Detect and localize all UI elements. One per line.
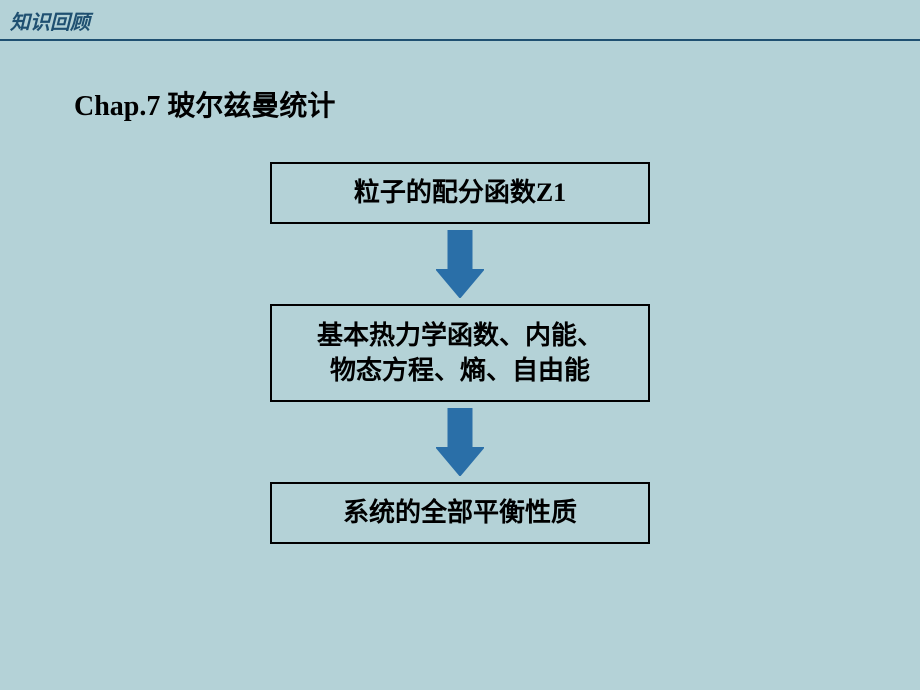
header-underline xyxy=(0,39,920,41)
arrow-down-icon xyxy=(436,408,484,476)
flow-box-2: 系统的全部平衡性质 xyxy=(270,482,650,544)
flow-box-text-1: 基本热力学函数、内能、物态方程、熵、自由能 xyxy=(317,318,603,388)
slide-root: 知识回顾 Chap.7 玻尔兹曼统计 粒子的配分函数Z1 基本热力学函数、内能、物… xyxy=(0,0,920,690)
slide-header: 知识回顾 xyxy=(0,0,920,39)
flow-arrow-1 xyxy=(436,402,484,482)
flow-box-1: 基本热力学函数、内能、物态方程、熵、自由能 xyxy=(270,304,650,402)
flow-box-text-2: 系统的全部平衡性质 xyxy=(343,495,577,530)
flowchart: 粒子的配分函数Z1 基本热力学函数、内能、物态方程、熵、自由能系统的全部平衡性质 xyxy=(0,162,920,544)
chapter-title: Chap.7 玻尔兹曼统计 xyxy=(74,84,335,124)
arrow-down-icon xyxy=(436,230,484,298)
flow-box-text-0: 粒子的配分函数Z1 xyxy=(354,175,566,210)
flow-arrow-0 xyxy=(436,224,484,304)
header-label: 知识回顾 xyxy=(10,12,90,34)
flow-box-0: 粒子的配分函数Z1 xyxy=(270,162,650,224)
